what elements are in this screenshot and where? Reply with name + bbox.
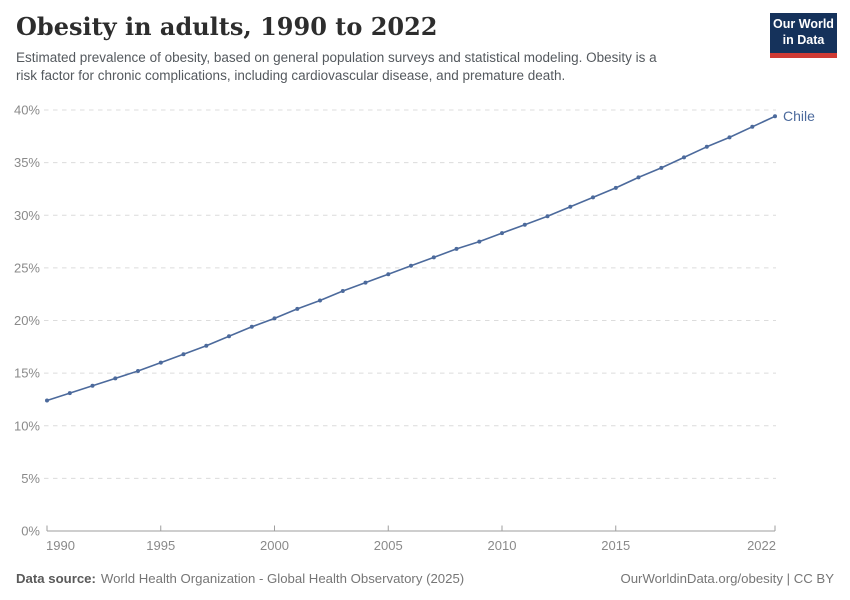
data-point — [158, 360, 163, 365]
data-point — [431, 255, 436, 260]
data-point — [363, 280, 368, 285]
x-tick-label: 1990 — [46, 538, 75, 553]
chart-subtitle-line1: Estimated prevalence of obesity, based o… — [16, 50, 657, 66]
chart-header: Obesity in adults, 1990 to 2022 Estimate… — [16, 12, 750, 84]
x-tick-label: 2015 — [601, 538, 630, 553]
data-point — [500, 231, 504, 236]
data-point — [659, 165, 664, 170]
y-tick-label: 30% — [14, 208, 40, 223]
data-point — [318, 298, 322, 303]
y-tick-label: 0% — [21, 524, 40, 539]
data-point — [704, 144, 709, 149]
chart-footer: Data source: World Health Organization - … — [16, 571, 834, 586]
data-point — [750, 124, 755, 129]
data-line — [46, 115, 776, 402]
x-tick-label: 2010 — [488, 538, 517, 553]
data-point — [67, 391, 72, 396]
data-point — [249, 324, 254, 329]
data-point — [591, 195, 595, 200]
x-tick-label: 1995 — [146, 538, 175, 553]
data-point — [568, 204, 573, 209]
data-point — [113, 376, 118, 381]
data-point — [477, 239, 482, 244]
entity-label: Chile — [783, 108, 815, 124]
y-tick-label: 40% — [14, 103, 40, 118]
data-point — [272, 316, 277, 321]
y-tick-label: 25% — [14, 260, 40, 275]
y-tick-label: 15% — [14, 366, 40, 381]
data-source: Data source: World Health Organization - … — [16, 571, 464, 586]
data-point — [295, 306, 300, 311]
data-point — [773, 114, 777, 119]
data-point — [409, 263, 413, 268]
chart-subtitle-line2: risk factor for chronic complications, i… — [16, 67, 566, 83]
data-point — [181, 352, 186, 357]
data-point — [522, 222, 527, 227]
data-point — [136, 369, 140, 373]
x-tick-label: 2005 — [374, 538, 403, 553]
y-tick-label: 20% — [14, 313, 40, 328]
data-point — [340, 289, 345, 293]
data-source-label: Data source: — [16, 571, 96, 586]
data-point — [613, 185, 618, 190]
owid-logo-line2: in Data — [782, 33, 825, 47]
y-tick-label: 35% — [14, 155, 40, 170]
data-point — [204, 343, 209, 348]
data-point — [90, 383, 95, 388]
data-source-text: World Health Organization - Global Healt… — [100, 571, 465, 586]
chart-subtitle: Estimated prevalence of obesity, based o… — [16, 49, 750, 84]
data-point — [682, 155, 686, 160]
data-point — [636, 175, 641, 180]
y-tick-label: 5% — [21, 471, 40, 486]
data-point — [727, 135, 732, 140]
page-title: Obesity in adults, 1990 to 2022 — [16, 12, 438, 41]
y-tick-label: 10% — [14, 418, 40, 433]
data-point — [454, 246, 459, 251]
data-point — [386, 272, 391, 277]
x-tick-label: 2022 — [747, 538, 776, 553]
data-point — [45, 398, 49, 403]
attribution-link[interactable]: OurWorldinData.org/obesity | CC BY — [620, 571, 834, 586]
owid-logo-line1: Our World — [773, 17, 834, 32]
data-point — [545, 214, 550, 219]
owid-logo[interactable]: Our World in Data — [770, 13, 837, 58]
data-point — [227, 334, 231, 339]
x-tick-label: 2000 — [260, 538, 289, 553]
